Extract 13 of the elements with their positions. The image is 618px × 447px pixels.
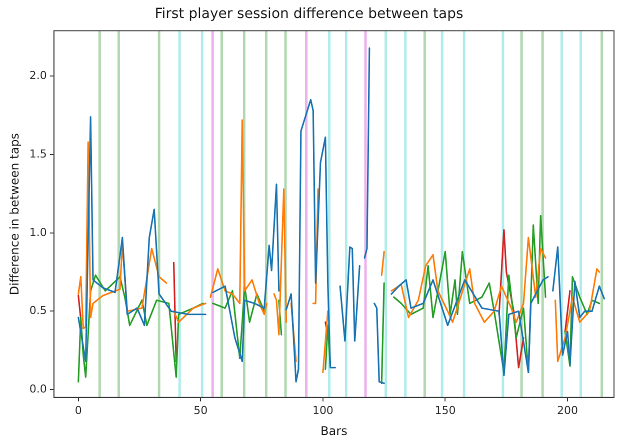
x-axis-title: Bars <box>320 424 348 438</box>
chart-title: First player session difference between taps <box>154 6 464 22</box>
y-tick-label: 2.0 <box>29 69 47 82</box>
x-tick-label: 50 <box>194 404 208 417</box>
x-tick-label: 150 <box>434 404 456 417</box>
x-tick-label: 200 <box>557 404 578 417</box>
y-axis-title: Difference in between taps <box>7 133 22 296</box>
y-tick-label: 0.5 <box>29 304 47 318</box>
x-tick-label: 100 <box>312 404 334 417</box>
y-tick-label: 1.5 <box>29 147 47 160</box>
x-tick-label: 0 <box>74 404 82 417</box>
y-tick-label: 1.0 <box>29 226 47 239</box>
y-tick-label: 0.0 <box>29 382 47 396</box>
